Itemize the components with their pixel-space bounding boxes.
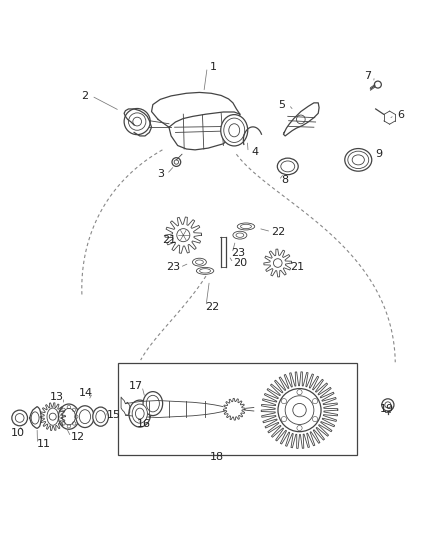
- Text: 12: 12: [71, 432, 85, 442]
- Bar: [118, 363, 357, 455]
- Ellipse shape: [277, 158, 298, 175]
- Text: 15: 15: [107, 410, 121, 421]
- Ellipse shape: [284, 160, 292, 173]
- Ellipse shape: [237, 223, 254, 230]
- Polygon shape: [121, 397, 130, 415]
- Polygon shape: [223, 398, 245, 420]
- Text: 19: 19: [379, 404, 394, 414]
- Ellipse shape: [345, 149, 372, 171]
- Text: 23: 23: [232, 248, 246, 259]
- Text: 21: 21: [162, 236, 176, 245]
- Text: 10: 10: [11, 428, 25, 438]
- Text: 23: 23: [166, 262, 180, 272]
- Text: 11: 11: [37, 439, 51, 449]
- Text: 7: 7: [364, 71, 371, 81]
- Text: 21: 21: [290, 262, 304, 271]
- Polygon shape: [264, 249, 292, 277]
- Text: 2: 2: [81, 91, 88, 101]
- Text: 3: 3: [157, 169, 164, 179]
- Text: 22: 22: [271, 227, 285, 237]
- Text: 6: 6: [397, 110, 404, 120]
- Circle shape: [278, 389, 321, 432]
- Polygon shape: [283, 103, 319, 136]
- Ellipse shape: [192, 258, 206, 266]
- Ellipse shape: [76, 406, 94, 427]
- Text: 17: 17: [128, 381, 142, 391]
- Ellipse shape: [132, 404, 148, 423]
- Ellipse shape: [196, 268, 214, 274]
- Polygon shape: [261, 372, 338, 448]
- Polygon shape: [40, 403, 65, 431]
- Ellipse shape: [93, 407, 109, 426]
- Ellipse shape: [221, 115, 248, 146]
- Polygon shape: [165, 217, 201, 253]
- Text: 16: 16: [137, 419, 151, 429]
- Ellipse shape: [289, 160, 297, 173]
- Text: 1: 1: [210, 62, 217, 72]
- Ellipse shape: [143, 392, 162, 416]
- Ellipse shape: [279, 160, 286, 173]
- Ellipse shape: [233, 231, 247, 239]
- Text: 14: 14: [79, 387, 93, 398]
- Text: 13: 13: [50, 392, 64, 402]
- Circle shape: [12, 410, 28, 426]
- Ellipse shape: [58, 404, 79, 429]
- Ellipse shape: [348, 151, 369, 168]
- Text: 18: 18: [210, 452, 224, 462]
- Circle shape: [382, 399, 394, 411]
- Text: 4: 4: [251, 148, 258, 157]
- Text: 22: 22: [205, 302, 219, 312]
- Polygon shape: [124, 109, 152, 136]
- Text: 8: 8: [282, 175, 289, 185]
- Text: 5: 5: [279, 100, 286, 110]
- Polygon shape: [169, 112, 240, 150]
- Text: 20: 20: [233, 258, 247, 268]
- Ellipse shape: [129, 400, 151, 427]
- Polygon shape: [30, 407, 42, 429]
- Text: 9: 9: [376, 149, 383, 159]
